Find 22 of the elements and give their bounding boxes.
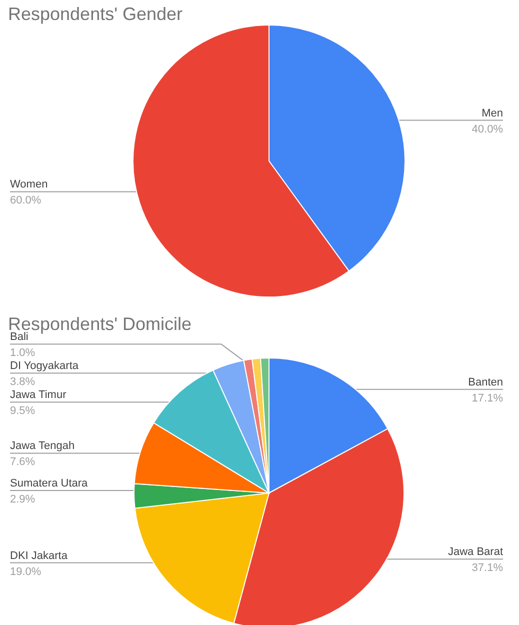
data-label: 40.0% (472, 123, 504, 136)
slice-label: Jawa Tengah (10, 440, 75, 452)
slice-label: Bali (10, 331, 28, 344)
data-label: 60.0% (10, 194, 42, 207)
slice-label: Jawa Timur (10, 389, 67, 402)
slice-label: Men (482, 107, 503, 120)
slice-label: DI Yogyakarta (10, 360, 80, 372)
data-label: 3.8% (10, 376, 36, 388)
data-label: 37.1% (472, 562, 504, 574)
chart-title: Respondents' Domicile (8, 314, 192, 334)
slice-label: Women (10, 178, 48, 191)
data-label: 17.1% (472, 392, 504, 404)
slice-label: Sumatera Utara (10, 478, 89, 490)
slice-label: Jawa Barat (448, 546, 503, 558)
data-label: 7.6% (10, 456, 36, 468)
chart-title: Respondents' Gender (8, 4, 183, 25)
data-label: 2.9% (10, 494, 36, 506)
data-label: 19.0% (10, 566, 42, 578)
slice-label: Banten (468, 376, 503, 388)
data-label: 1.0% (10, 347, 36, 360)
data-label: 9.5% (10, 405, 36, 418)
slice-label: DKI Jakarta (10, 550, 68, 562)
